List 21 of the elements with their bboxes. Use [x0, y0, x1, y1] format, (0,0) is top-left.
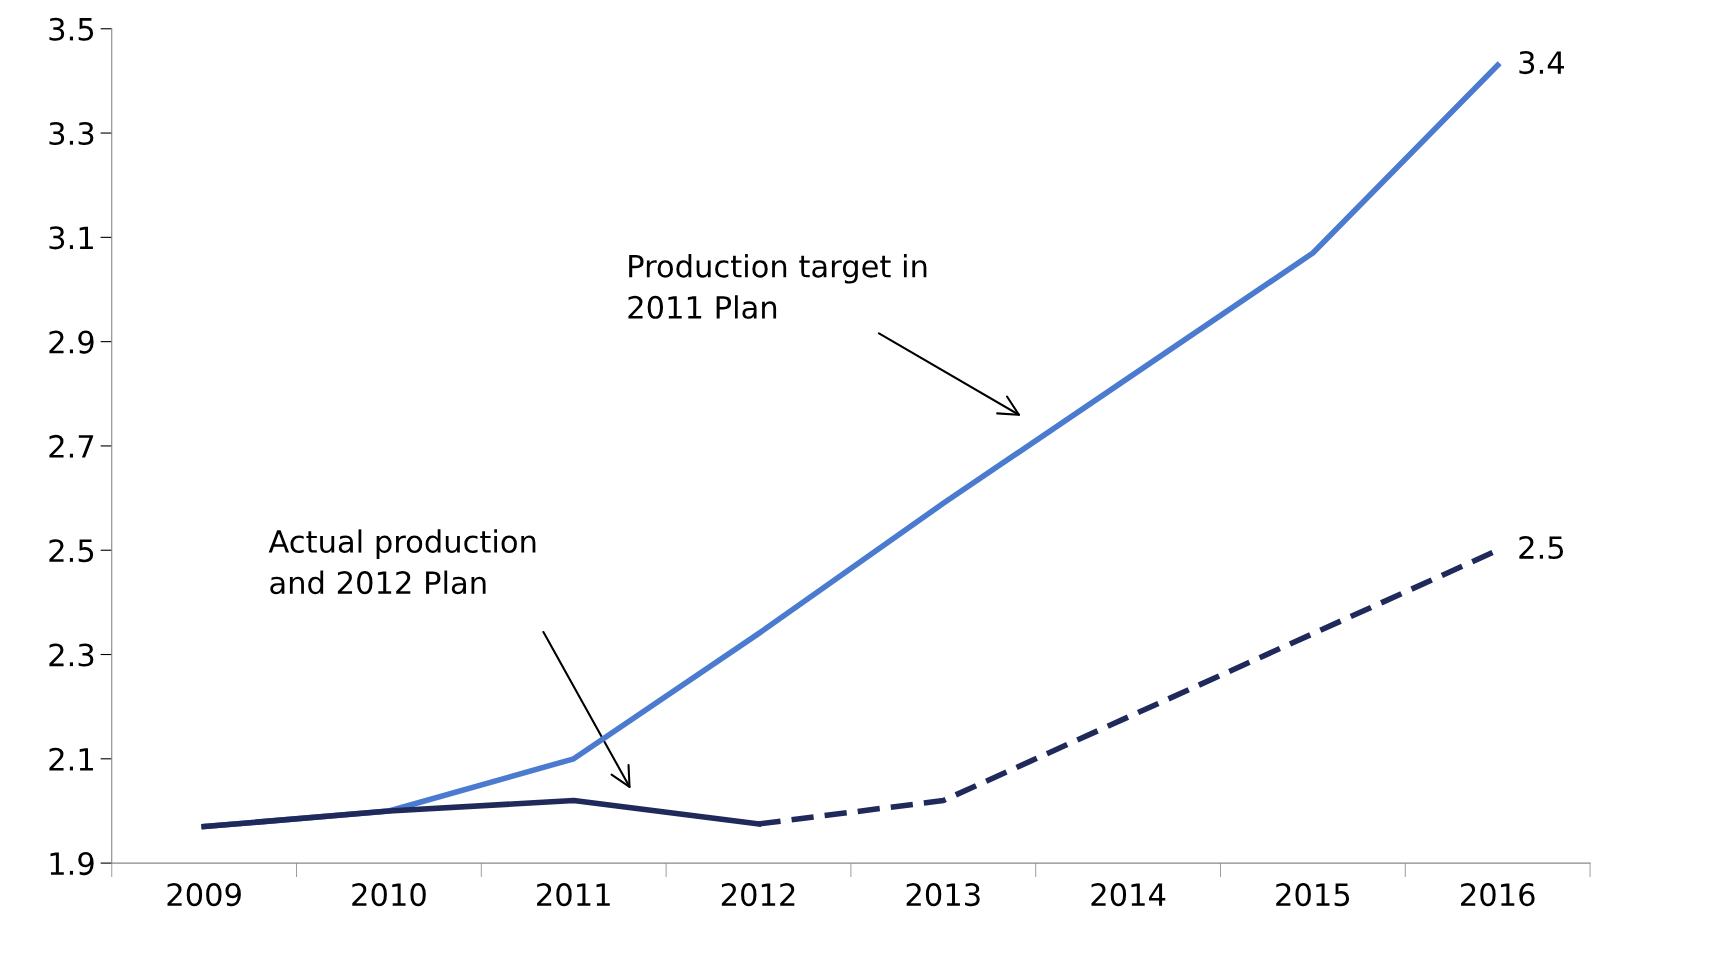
x-tick-label: 2013	[906, 883, 980, 907]
annotation: Production target in 2011 Plan	[628, 254, 927, 319]
y-tick-label: 2.5	[49, 539, 94, 563]
x-tick-label: 2011	[537, 883, 610, 907]
y-tick-label: 3.1	[49, 226, 93, 250]
data-label: 3.4	[1519, 51, 1564, 75]
y-tick-label: 3.3	[49, 121, 94, 146]
x-tick-label: 2010	[352, 883, 426, 907]
x-tick-label: 2012	[721, 883, 795, 907]
annotation: Actual production and 2012 Plan	[268, 529, 536, 595]
x-tick-label: 2009	[167, 883, 241, 907]
x-tick-label: 2015	[1276, 883, 1350, 907]
y-tick-label: 1.9	[50, 852, 94, 876]
y-tick-label: 2.9	[49, 330, 94, 354]
data-label: 2.5	[1519, 535, 1564, 560]
y-tick-label: 2.1	[49, 747, 93, 771]
x-tick-label: 2016	[1461, 883, 1535, 907]
y-tick-label: 3.5	[49, 17, 94, 41]
y-tick-label: 2.3	[49, 643, 94, 667]
x-tick-label: 2014	[1091, 883, 1166, 907]
y-tick-label: 2.7	[49, 434, 94, 458]
